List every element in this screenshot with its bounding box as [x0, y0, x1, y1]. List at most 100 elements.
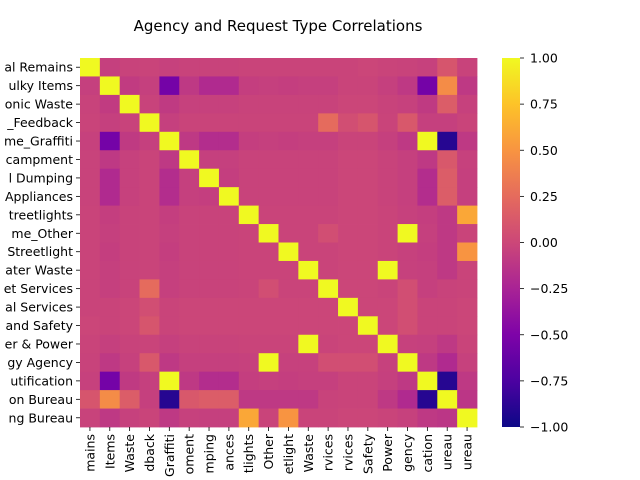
heatmap-cell: [397, 150, 418, 170]
heatmap-cell: [99, 242, 121, 262]
heatmap-cell: [139, 205, 160, 225]
heatmap-cell: [338, 242, 359, 262]
heatmap-cell: [397, 353, 418, 373]
colorbar-tick-label: −0.25: [530, 281, 568, 296]
heatmap-cell: [397, 76, 418, 96]
heatmap-cell: [139, 260, 160, 280]
heatmap-cell: [99, 150, 121, 170]
heatmap-cell: [179, 371, 200, 391]
heatmap-cell: [258, 390, 279, 409]
heatmap-cell: [238, 58, 260, 77]
heatmap-cell: [80, 150, 101, 170]
heatmap-cell: [199, 390, 220, 409]
heatmap-cell: [357, 353, 379, 373]
heatmap-cell: [298, 334, 319, 354]
x-tick-label: gency: [400, 433, 415, 471]
heatmap-cell: [278, 242, 299, 262]
x-tick-label: ances: [221, 434, 236, 471]
heatmap-cell: [397, 390, 418, 409]
heatmap-cell: [377, 353, 398, 373]
heatmap-cell: [417, 150, 438, 170]
heatmap-cell: [437, 94, 458, 114]
heatmap-cell: [457, 334, 478, 354]
heatmap-cell: [318, 297, 339, 317]
heatmap-cell: [159, 334, 180, 354]
heatmap-cell: [417, 224, 438, 243]
heatmap-cell: [238, 131, 260, 151]
colorbar: [502, 58, 520, 427]
heatmap-cell: [338, 113, 359, 133]
heatmap-cell: [417, 76, 438, 96]
heatmap-cell: [377, 408, 398, 428]
heatmap-cell: [298, 94, 319, 114]
heatmap-cell: [318, 279, 339, 299]
heatmap-cell: [278, 168, 299, 188]
heatmap-cell: [457, 187, 478, 206]
heatmap-cell: [179, 260, 200, 280]
heatmap-cell: [119, 113, 140, 133]
heatmap-cell: [159, 408, 180, 428]
heatmap-cell: [357, 297, 379, 317]
heatmap-cell: [199, 150, 220, 170]
x-tick-label: cation: [420, 434, 435, 472]
heatmap-cell: [278, 224, 299, 243]
heatmap-cell: [318, 316, 339, 336]
heatmap-cell: [298, 187, 319, 206]
heatmap-cell: [238, 353, 260, 373]
heatmap-cell: [238, 371, 260, 391]
y-tick-labels: al Remains ulky Items onic Waste _Feedbackm…: [4, 60, 80, 425]
y-tick-label: al Remains: [4, 60, 73, 75]
heatmap-cell: [99, 187, 121, 206]
heatmap-cell: [298, 408, 319, 428]
heatmap-cell: [139, 94, 160, 114]
heatmap-cell: [139, 334, 160, 354]
heatmap-cell: [139, 279, 160, 299]
colorbar-tick-label: 0.25: [530, 189, 558, 204]
heatmap-cell: [199, 94, 220, 114]
heatmap-cell: [139, 131, 160, 151]
heatmap-cell: [377, 94, 398, 114]
heatmap-cell: [179, 408, 200, 428]
heatmap-cell: [199, 113, 220, 133]
heatmap-cell: [457, 297, 478, 317]
heatmap-cell: [357, 260, 379, 280]
heatmap-cell: [278, 76, 299, 96]
heatmap-cell: [338, 297, 359, 317]
heatmap-cell: [99, 334, 121, 354]
heatmap-cell: [377, 297, 398, 317]
heatmap-cell: [397, 94, 418, 114]
heatmap-cell: [159, 371, 180, 391]
heatmap-cell: [119, 224, 140, 243]
heatmap-cell: [397, 297, 418, 317]
heatmap-cell: [258, 334, 279, 354]
heatmap-cell: [179, 242, 200, 262]
heatmap-cell: [397, 224, 418, 243]
heatmap-cell: [318, 242, 339, 262]
heatmap-cell: [457, 131, 478, 151]
heatmap-cell: [417, 371, 438, 391]
heatmap-cell: [258, 408, 279, 428]
heatmap-cell: [397, 131, 418, 151]
heatmap-cell: [298, 205, 319, 225]
heatmap-cell: [80, 205, 101, 225]
colorbar-tick-label: 0.00: [530, 235, 558, 250]
heatmap-cell: [397, 316, 418, 336]
heatmap-cell: [218, 353, 240, 373]
heatmap-cell: [218, 316, 240, 336]
heatmap-cell: [80, 390, 101, 409]
heatmap-cell: [298, 242, 319, 262]
heatmap-cell: [218, 58, 240, 77]
heatmap-cell: [159, 242, 180, 262]
heatmap-cell: [357, 58, 379, 77]
heatmap-cell: [119, 316, 140, 336]
heatmap-cell: [199, 242, 220, 262]
heatmap-cell: [199, 334, 220, 354]
heatmap-cell: [179, 205, 200, 225]
heatmap-cell: [298, 168, 319, 188]
heatmap-cell: [318, 58, 339, 77]
heatmap-cell: [80, 224, 101, 243]
heatmap-cell: [397, 260, 418, 280]
heatmap-cell: [238, 260, 260, 280]
heatmap-cell: [298, 113, 319, 133]
heatmap-cell: [338, 150, 359, 170]
